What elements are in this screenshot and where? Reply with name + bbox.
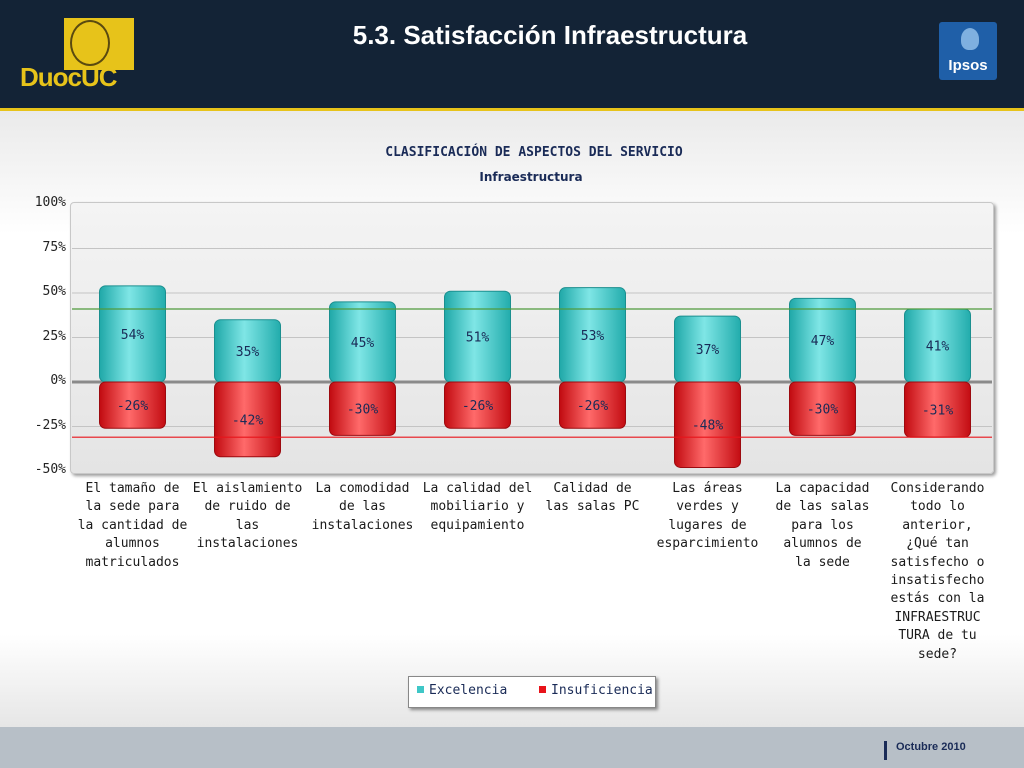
- x-category-label: El aislamiento de ruido de las instalacione…: [192, 480, 304, 554]
- header-bar: [0, 0, 1024, 108]
- ipsos-head-icon: [961, 28, 979, 50]
- x-category-label: Calidad de las salas PC: [537, 480, 649, 517]
- duocuc-logo: DuocUC: [20, 14, 136, 92]
- footer-bar: [0, 727, 1024, 768]
- footer-date: Octubre 2010: [896, 741, 966, 753]
- data-label-excelencia: 53%: [581, 329, 605, 344]
- legend-label-insuficiencia: Insuficiencia: [551, 683, 653, 698]
- x-category-label-line: TURA de tu: [898, 628, 977, 644]
- legend-label-excelencia: Excelencia: [429, 683, 508, 698]
- x-category-label-line: matriculados: [85, 554, 180, 570]
- legend-swatch-excelencia: [417, 686, 424, 693]
- data-label-excelencia: 37%: [696, 343, 720, 358]
- legend-item-excelencia: Excelencia: [417, 683, 507, 698]
- y-tick-label: -25%: [34, 417, 66, 433]
- x-category-label-line: Considerando: [890, 481, 985, 496]
- y-tick-label: -50%: [34, 462, 66, 477]
- data-label-insuficiencia: -26%: [462, 399, 493, 414]
- x-category-label-line: verdes y: [676, 499, 739, 515]
- x-category-label-line: de las: [339, 499, 386, 515]
- data-label-excelencia: 51%: [466, 331, 490, 346]
- x-category-label-line: esparcimiento: [656, 536, 759, 552]
- x-category-label-line: la cantidad de: [77, 517, 188, 533]
- y-tick-label: 0%: [50, 373, 66, 388]
- legend-item-insuficiencia: Insuficiencia: [539, 683, 653, 698]
- x-category-label: La comodidad de las instalaciones: [307, 480, 419, 535]
- x-category-label-line: de las salas: [775, 499, 870, 515]
- data-label-excelencia: 45%: [351, 336, 375, 351]
- x-category-label-line: las salas PC: [545, 499, 640, 515]
- x-category-label-line: satisfecho o: [890, 554, 985, 570]
- data-label-insuficiencia: -30%: [347, 403, 378, 418]
- x-category-label: El tamaño de la sede para la cantidad de al…: [77, 480, 189, 572]
- data-label-insuficiencia: -26%: [117, 399, 148, 414]
- y-tick-label: 75%: [42, 239, 66, 255]
- bar-insuficiencia: [789, 381, 856, 436]
- x-category-label-line: ¿Qué tan: [906, 536, 969, 552]
- legend-swatch-insuficiencia: [539, 686, 546, 693]
- x-category-label-line: El aislamiento: [192, 481, 303, 496]
- y-tick-label: 100%: [34, 195, 66, 210]
- x-category-label-line: El tamaño de: [85, 481, 180, 496]
- x-category-label-line: la sede para: [85, 499, 180, 515]
- data-label-excelencia: 54%: [121, 328, 145, 343]
- x-category-label-line: La calidad del: [422, 481, 533, 496]
- bar-insuficiencia: [214, 381, 281, 458]
- x-category-label-line: de ruido de: [204, 499, 291, 515]
- header-accent-line: [0, 108, 1024, 111]
- x-category-label-line: INFRAESTRUC: [894, 609, 981, 625]
- x-category-label-line: alumnos: [105, 536, 160, 552]
- chart-subtitle: Infraestructura: [479, 170, 583, 184]
- bar-insuficiencia: [559, 381, 626, 429]
- x-category-label-line: Las áreas: [672, 481, 743, 496]
- data-label-insuficiencia: -31%: [922, 404, 953, 419]
- x-category-label-line: la sede: [795, 554, 850, 570]
- x-category-label-line: insatisfecho: [890, 573, 985, 589]
- x-category-label-line: La comodidad: [315, 481, 410, 496]
- bar-insuficiencia: [99, 381, 166, 429]
- page-title: 5.3. Satisfacción Infraestructura: [352, 20, 748, 50]
- y-tick-label: 25%: [42, 328, 66, 344]
- x-category-label-line: todo lo: [910, 499, 965, 515]
- x-category-label: Las áreas verdes y lugares de esparcimiento: [652, 480, 764, 554]
- x-category-label-line: alumnos de: [783, 536, 862, 552]
- x-category-label-line: anterior,: [902, 517, 973, 533]
- chart-legend: Excelencia Insuficiencia: [408, 676, 656, 708]
- x-category-label-line: estás con la: [890, 591, 985, 607]
- x-category-label: Considerando todo lo anterior, ¿Qué tan sati…: [882, 480, 994, 664]
- x-category-label-line: instalaciones: [196, 536, 299, 552]
- data-label-insuficiencia: -48%: [692, 419, 723, 434]
- data-label-insuficiencia: -42%: [232, 413, 263, 428]
- x-category-label-line: Calidad de: [553, 481, 632, 496]
- data-label-excelencia: 47%: [811, 334, 835, 349]
- x-category-label-line: mobiliario y: [430, 499, 525, 515]
- bar-insuficiencia: [444, 381, 511, 429]
- y-tick-label: 50%: [42, 284, 66, 299]
- logo-text: DuocUC: [20, 62, 118, 92]
- data-label-excelencia: 35%: [236, 345, 260, 360]
- x-category-label: La calidad del mobiliario y equipamiento: [422, 480, 534, 535]
- x-category-label-line: las: [235, 517, 260, 533]
- x-category-label-line: instalaciones: [311, 517, 414, 533]
- bar-insuficiencia: [329, 381, 396, 436]
- chart-title: CLASIFICACIÓN DE ASPECTOS DEL SERVICIO: [385, 145, 683, 160]
- data-label-excelencia: 41%: [926, 340, 950, 355]
- ipsos-logo: Ipsos: [939, 22, 997, 80]
- x-category-label-line: sede?: [917, 646, 958, 662]
- x-category-label-line: para los: [791, 517, 854, 533]
- x-category-label-line: La capacidad: [775, 481, 870, 496]
- footer-accent-bar: [884, 741, 887, 760]
- logo-seal-icon: [70, 20, 110, 66]
- x-category-label: La capacidad de las salas para los alumnos …: [767, 480, 879, 572]
- data-label-insuficiencia: -30%: [807, 403, 838, 418]
- ipsos-logo-text: Ipsos: [948, 57, 988, 74]
- x-category-label-line: lugares de: [668, 517, 747, 533]
- x-category-label-line: equipamiento: [430, 517, 525, 533]
- bar-insuficiencia: [674, 381, 741, 468]
- data-label-insuficiencia: -26%: [577, 399, 608, 414]
